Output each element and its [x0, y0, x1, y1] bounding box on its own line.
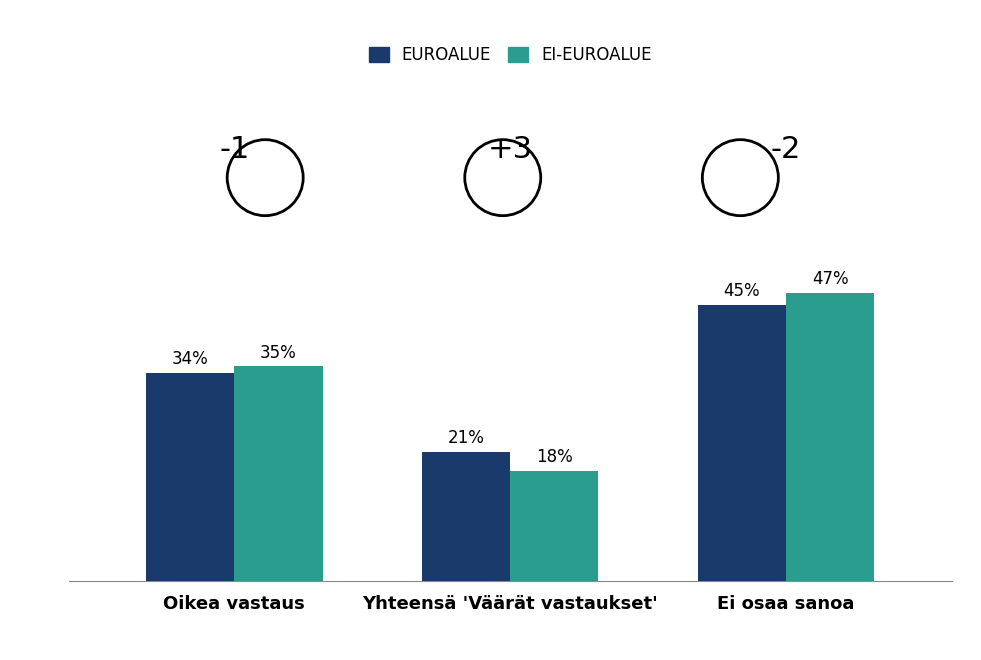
Text: -1: -1	[219, 135, 249, 164]
Bar	[510, 471, 598, 581]
Bar	[422, 452, 510, 581]
Bar	[697, 305, 786, 581]
Text: +3: +3	[488, 135, 533, 164]
Bar	[234, 366, 323, 581]
Bar	[786, 293, 874, 581]
Text: 18%: 18%	[536, 447, 573, 466]
Text: 45%: 45%	[724, 282, 760, 300]
Text: 21%: 21%	[447, 429, 485, 447]
Text: 47%: 47%	[812, 270, 849, 288]
Text: 35%: 35%	[260, 343, 296, 362]
Text: -2: -2	[771, 135, 801, 164]
Text: 34%: 34%	[172, 350, 208, 368]
Legend: EUROALUE, EI-EUROALUE: EUROALUE, EI-EUROALUE	[369, 46, 651, 64]
Bar	[146, 372, 234, 581]
